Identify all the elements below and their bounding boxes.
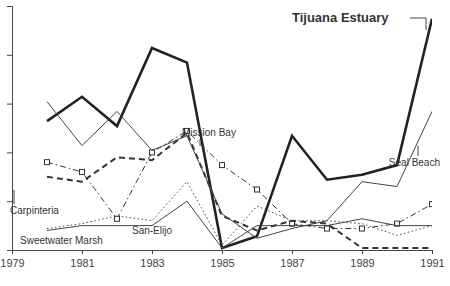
y-tick: [7, 250, 12, 251]
series-line: [47, 102, 432, 239]
chart: 1979 1981 1983 1985 1987 1989 1991 Tijuana Estu…: [0, 0, 450, 286]
series-marker: [255, 187, 260, 192]
y-tick-mark: [7, 201, 12, 202]
label-leader: [418, 146, 419, 156]
x-tick: 1981: [70, 250, 94, 269]
label-leader: [410, 18, 426, 30]
x-tick: 1983: [140, 250, 164, 269]
x-tick-mark: [292, 250, 293, 254]
y-tick-mark: [7, 55, 12, 56]
series-line: [47, 131, 432, 229]
label-leader: [200, 139, 201, 146]
labels: Tijuana Estuary Mission Bay Carpinteria Sea…: [10, 10, 440, 246]
series-marker: [80, 169, 85, 174]
y-tick: [7, 201, 12, 202]
series-line: [47, 201, 432, 248]
series-label: San-Elijo: [132, 225, 172, 236]
x-axis-line: [13, 251, 433, 255]
x-tick: 1987: [280, 250, 304, 269]
y-tick: [7, 104, 12, 105]
x-tick-mark: [362, 250, 363, 254]
x-tick-label: 1989: [350, 257, 374, 269]
series-marker: [115, 216, 120, 221]
y-tick-mark: [7, 104, 12, 105]
x-tick: 1989: [350, 250, 374, 269]
x-tick: 1985: [210, 250, 234, 269]
y-tick-mark: [7, 152, 12, 153]
x-tick-mark: [152, 250, 153, 254]
series-line: [47, 133, 432, 248]
x-tick-label: 1979: [0, 257, 24, 269]
x-tick-mark: [222, 250, 223, 254]
x-tick: 1991: [420, 250, 444, 269]
series-label: Carpinteria: [10, 205, 59, 216]
series-line: [47, 182, 432, 245]
series-label: Sweetwater Marsh: [20, 235, 103, 246]
x-tick-mark: [82, 250, 83, 254]
series-marker: [220, 163, 225, 168]
series-label: Seal Beach: [389, 157, 440, 168]
series-line: [47, 19, 432, 248]
x-tick-mark: [432, 250, 433, 254]
series-marker: [45, 160, 50, 165]
x-tick: 1979: [0, 250, 24, 269]
series-marker: [360, 226, 365, 231]
series-label: Tijuana Estuary: [292, 10, 389, 25]
y-tick: [7, 152, 12, 153]
x-tick-label: 1981: [70, 257, 94, 269]
y-tick-mark: [7, 250, 12, 251]
y-tick: [7, 55, 12, 56]
series-marker: [430, 202, 433, 207]
x-tick-label: 1991: [420, 257, 444, 269]
x-tick-label: 1983: [140, 257, 164, 269]
series-group: [45, 19, 433, 248]
x-tick-label: 1987: [280, 257, 304, 269]
x-tick-label: 1985: [210, 257, 234, 269]
plot: 1979 1981 1983 1985 1987 1989 1991: [0, 7, 444, 269]
series-label: Mission Bay: [182, 127, 236, 138]
series-marker: [325, 226, 330, 231]
x-axis: 1979 1981 1983 1985 1987 1989 1991: [0, 250, 444, 269]
label-leader: [14, 190, 15, 204]
